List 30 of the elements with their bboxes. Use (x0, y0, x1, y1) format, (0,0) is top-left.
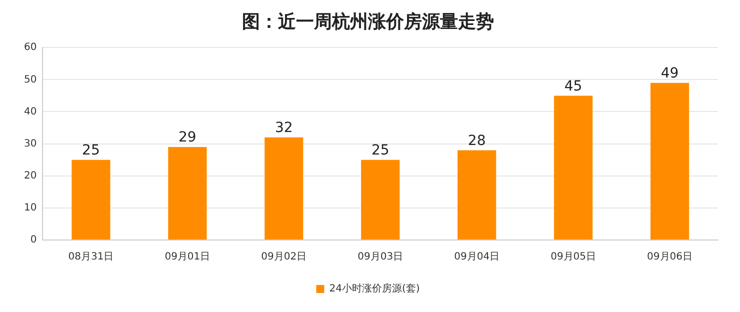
x-tick-label: 08月31日 (68, 252, 114, 263)
y-tick-label: 0 (30, 234, 37, 246)
chart-title: 图：近一周杭州涨价房源量走势 (242, 11, 494, 32)
x-tick-label: 09月06日 (647, 252, 692, 263)
y-tick-label: 50 (24, 74, 37, 86)
data-label: 29 (178, 130, 196, 146)
x-tick-label: 09月04日 (454, 252, 500, 263)
y-tick-label: 40 (24, 106, 37, 118)
bar (168, 147, 207, 240)
x-tick-label: 09月03日 (358, 252, 404, 263)
x-tick-label: 09月02日 (261, 252, 307, 263)
bar (554, 96, 593, 240)
data-label: 25 (82, 142, 100, 158)
x-tick-label: 09月05日 (550, 252, 596, 263)
data-label: 45 (564, 78, 582, 94)
y-tick-label: 20 (24, 170, 37, 182)
legend-label: 24小时涨价房源(套) (329, 282, 420, 295)
bar (264, 137, 304, 240)
y-tick-label: 10 (24, 202, 37, 214)
bar (458, 150, 496, 240)
x-tick-label: 09月01日 (164, 252, 210, 263)
y-tick-label: 30 (24, 138, 37, 150)
data-label: 32 (274, 120, 293, 136)
data-label: 28 (468, 132, 486, 149)
data-label: 25 (371, 142, 390, 158)
data-label: 49 (660, 66, 679, 82)
bar (650, 82, 690, 240)
bar (72, 160, 110, 240)
y-tick-label: 60 (24, 42, 37, 54)
bar (361, 160, 400, 240)
